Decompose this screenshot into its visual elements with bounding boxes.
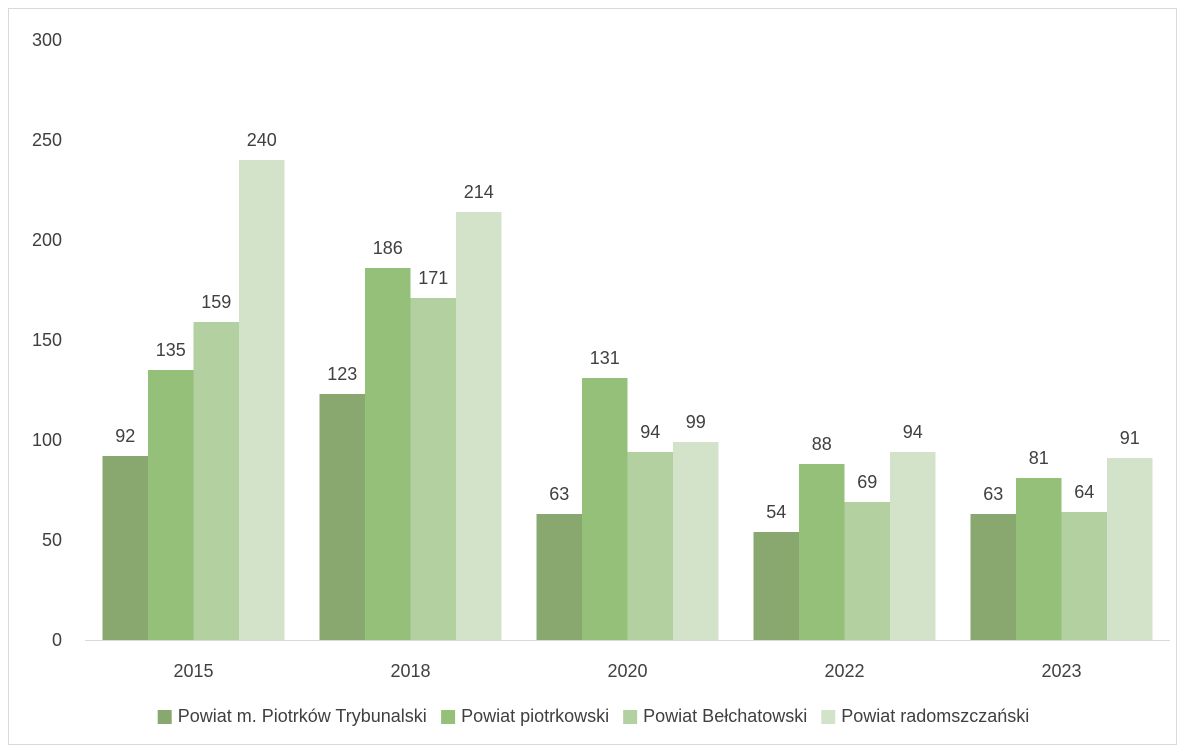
data-label: 214 (464, 182, 494, 202)
bar (753, 532, 799, 640)
y-tick-label: 100 (32, 430, 62, 450)
bar (536, 514, 582, 640)
bar (970, 514, 1016, 640)
data-label: 64 (1074, 482, 1094, 502)
x-tick-label: 2015 (173, 661, 213, 681)
data-label: 63 (983, 484, 1003, 504)
bar (319, 394, 365, 640)
bar (239, 160, 285, 640)
legend-swatch (821, 710, 836, 724)
legend-label: Powiat Bełchatowski (643, 706, 807, 726)
data-label: 99 (686, 412, 706, 432)
data-label: 54 (766, 502, 786, 522)
data-label: 91 (1120, 428, 1140, 448)
legend-swatch (441, 710, 456, 724)
data-label: 69 (857, 472, 877, 492)
bar (627, 452, 673, 640)
data-label: 92 (115, 426, 135, 446)
bar (1016, 478, 1062, 640)
data-label: 240 (247, 130, 277, 150)
bar (844, 502, 890, 640)
data-label: 63 (549, 484, 569, 504)
y-tick-label: 300 (32, 30, 62, 50)
legend-label: Powiat radomszczański (841, 706, 1029, 726)
bar (365, 268, 411, 640)
y-tick-label: 250 (32, 130, 62, 150)
data-label: 94 (903, 422, 923, 442)
data-label: 171 (418, 268, 448, 288)
legend-swatch (623, 710, 638, 724)
bar (1107, 458, 1153, 640)
legend-label: Powiat piotrkowski (461, 706, 609, 726)
bar (410, 298, 456, 640)
data-label: 186 (373, 238, 403, 258)
bar (582, 378, 628, 640)
y-tick-label: 0 (52, 630, 62, 650)
x-tick-label: 2018 (390, 661, 430, 681)
y-tick-label: 150 (32, 330, 62, 350)
legend-swatch (157, 710, 172, 724)
bar (673, 442, 719, 640)
bar (456, 212, 502, 640)
bar (193, 322, 239, 640)
data-label: 131 (590, 348, 620, 368)
y-tick-label: 50 (42, 530, 62, 550)
data-label: 88 (812, 434, 832, 454)
bar (799, 464, 845, 640)
bar (890, 452, 936, 640)
x-tick-label: 2020 (607, 661, 647, 681)
bar (148, 370, 194, 640)
data-label: 123 (327, 364, 357, 384)
data-label: 81 (1029, 448, 1049, 468)
bar (1061, 512, 1107, 640)
data-label: 159 (201, 292, 231, 312)
x-tick-label: 2023 (1041, 661, 1081, 681)
bar (102, 456, 148, 640)
x-tick-label: 2022 (824, 661, 864, 681)
y-tick-label: 200 (32, 230, 62, 250)
data-label: 135 (156, 340, 186, 360)
data-label: 94 (640, 422, 660, 442)
legend-label: Powiat m. Piotrków Trybunalski (178, 706, 427, 726)
